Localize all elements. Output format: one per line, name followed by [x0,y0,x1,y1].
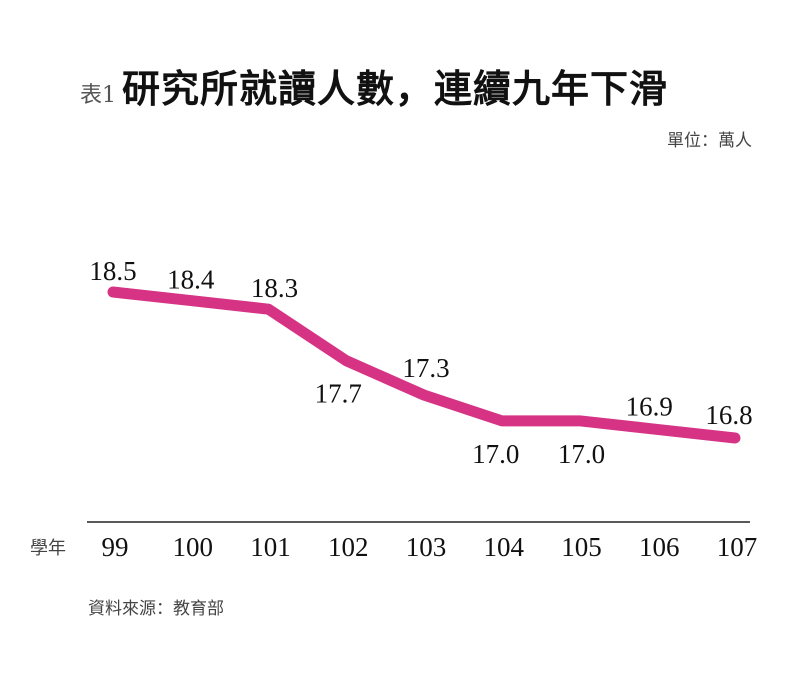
data-label: 18.5 [89,256,136,286]
data-label: 16.9 [626,391,673,421]
unit-label: 單位：萬人 [667,131,752,151]
data-label: 17.0 [558,439,605,469]
data-label: 17.7 [315,379,362,409]
data-label: 17.3 [402,353,449,383]
x-tick-label: 106 [639,532,680,562]
table-number: 表1 [80,83,116,108]
data-source: 資料來源：教育部 [88,599,224,619]
title-text: 研究所就讀人數，連續九年下滑 [122,66,669,111]
data-line [107,286,741,444]
data-label: 16.8 [705,400,752,430]
x-tick-label: 99 [102,532,129,562]
x-tick-label: 105 [561,532,602,562]
x-tick-label: 104 [484,532,525,562]
chart-title: 表1 研究所就讀人數，連續九年下滑 [80,58,668,113]
data-label: 17.0 [472,439,519,469]
x-tick-label: 107 [717,532,758,562]
x-tick-label: 100 [173,532,214,562]
x-axis-title: 學年 [30,538,66,559]
x-tick-label: 101 [250,532,291,562]
x-tick-label: 102 [328,532,369,562]
x-tick-label: 103 [406,532,447,562]
data-label: 18.4 [167,265,215,295]
data-label: 18.3 [251,273,298,303]
